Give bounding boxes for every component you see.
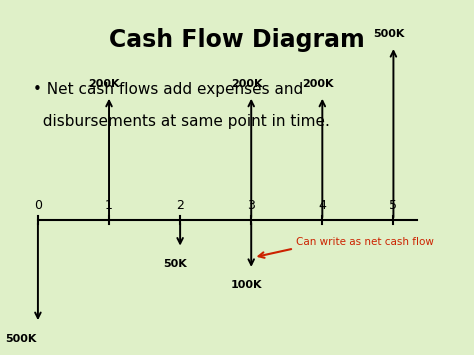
Text: 200K: 200K bbox=[89, 79, 120, 89]
Text: 3: 3 bbox=[247, 199, 255, 212]
Text: 100K: 100K bbox=[231, 280, 262, 290]
Text: Can write as net cash flow: Can write as net cash flow bbox=[296, 237, 434, 247]
Text: 2: 2 bbox=[176, 199, 184, 212]
Text: 200K: 200K bbox=[302, 79, 333, 89]
Text: disbursements at same point in time.: disbursements at same point in time. bbox=[33, 114, 330, 129]
Text: 500K: 500K bbox=[373, 29, 404, 39]
Text: 5: 5 bbox=[390, 199, 397, 212]
Text: • Net cash flows add expenses and: • Net cash flows add expenses and bbox=[33, 82, 303, 97]
Text: 4: 4 bbox=[319, 199, 326, 212]
Text: 200K: 200K bbox=[231, 79, 262, 89]
Text: 500K: 500K bbox=[6, 334, 37, 344]
Text: 1: 1 bbox=[105, 199, 113, 212]
Text: 50K: 50K bbox=[164, 259, 187, 269]
Text: 0: 0 bbox=[34, 199, 42, 212]
Text: Cash Flow Diagram: Cash Flow Diagram bbox=[109, 28, 365, 53]
